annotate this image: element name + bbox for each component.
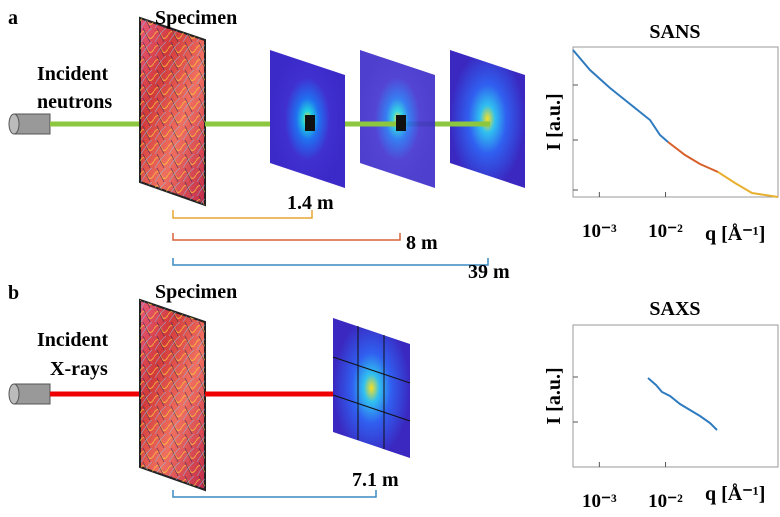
panel-label: a bbox=[8, 7, 18, 29]
source-label: neutrons bbox=[37, 91, 112, 113]
x-tick-label: 10⁻³ bbox=[582, 491, 617, 512]
plot-title: SAXS bbox=[649, 298, 700, 320]
plot: SAXS I [a.u.] q [Å⁻¹] 10⁻³ 10⁻² bbox=[543, 298, 778, 512]
beamstop bbox=[305, 115, 315, 131]
plot-frame bbox=[573, 47, 778, 197]
figure: a Incident neutrons Specimen 1.4 m 8 m 3… bbox=[0, 0, 780, 517]
source-label: Incident bbox=[37, 329, 108, 351]
panel-label: b bbox=[8, 282, 19, 304]
distance-bracket bbox=[173, 258, 488, 265]
curve bbox=[573, 50, 668, 142]
specimen-texture bbox=[140, 18, 205, 205]
curve bbox=[668, 142, 718, 172]
x-axis-label: q [Å⁻¹] bbox=[705, 482, 765, 505]
plot-frame bbox=[573, 325, 778, 467]
source bbox=[9, 384, 50, 404]
x-tick-label: 10⁻³ bbox=[582, 221, 617, 242]
distance-label: 7.1 m bbox=[352, 469, 399, 491]
y-axis-label: I [a.u.] bbox=[543, 93, 565, 150]
distance-label: 39 m bbox=[468, 261, 510, 283]
source bbox=[9, 114, 50, 134]
beamstop bbox=[396, 115, 406, 131]
y-axis-label: I [a.u.] bbox=[543, 367, 565, 424]
plot: SANS I [a.u.] q [Å⁻¹] 10⁻³ 10⁻² bbox=[543, 21, 778, 245]
distance-bracket bbox=[173, 233, 400, 240]
x-axis-label: q [Å⁻¹] bbox=[705, 222, 765, 245]
distance-label: 1.4 m bbox=[287, 192, 334, 214]
source-label: Incident bbox=[37, 63, 108, 85]
detector bbox=[333, 318, 410, 458]
source-label: X-rays bbox=[50, 358, 108, 380]
curve bbox=[718, 172, 778, 197]
specimen-texture bbox=[140, 300, 205, 490]
detector bbox=[450, 50, 525, 188]
specimen-label: Specimen bbox=[155, 7, 237, 29]
distance-bracket bbox=[173, 490, 376, 497]
curve bbox=[648, 378, 717, 430]
distance-label: 8 m bbox=[406, 232, 438, 254]
x-tick-label: 10⁻² bbox=[648, 221, 683, 242]
plot-title: SANS bbox=[649, 21, 700, 43]
specimen-label: Specimen bbox=[155, 281, 237, 303]
x-tick-label: 10⁻² bbox=[648, 491, 683, 512]
